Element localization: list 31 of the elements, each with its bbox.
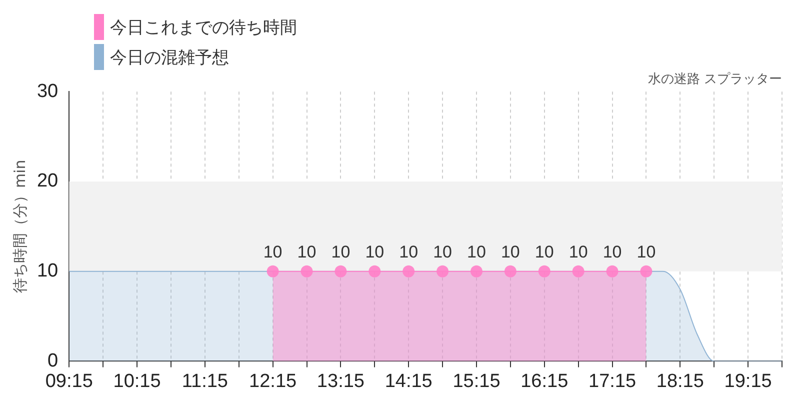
legend-label: 今日の混雑予想 <box>110 46 229 68</box>
data-label: 10 <box>467 242 486 262</box>
data-label: 10 <box>297 242 316 262</box>
x-tick-label: 10:15 <box>113 370 161 392</box>
data-label: 10 <box>399 242 418 262</box>
y-tick-label: 10 <box>36 260 58 282</box>
y-tick-label: 0 <box>48 350 58 372</box>
data-label: 10 <box>331 242 350 262</box>
legend-label: 今日これまでの待ち時間 <box>110 16 297 38</box>
y-tick-label: 30 <box>36 80 58 102</box>
x-tick-label: 13:15 <box>316 370 364 392</box>
x-tick-label: 17:15 <box>588 370 636 392</box>
data-label: 10 <box>568 242 588 262</box>
data-label: 10 <box>433 242 452 262</box>
x-tick-label: 19:15 <box>724 370 772 392</box>
x-tick-label: 15:15 <box>452 370 500 392</box>
data-label: 10 <box>636 242 656 262</box>
data-label: 10 <box>500 242 520 262</box>
x-tick-label: 18:15 <box>656 370 704 392</box>
x-tick-label: 09:15 <box>45 370 93 392</box>
data-label: 10 <box>534 242 554 262</box>
data-label: 10 <box>602 242 622 262</box>
data-label: 10 <box>365 242 384 262</box>
y-tick-label: 20 <box>36 170 58 192</box>
y-axis-title: 待ち時間（分）min <box>10 160 29 294</box>
x-tick-label: 16:15 <box>520 370 568 392</box>
data-label: 10 <box>263 242 282 262</box>
x-tick-label: 11:15 <box>182 370 228 392</box>
x-tick-label: 12:15 <box>249 370 297 392</box>
chart-subtitle: 水の迷路 スプラッター <box>648 72 782 88</box>
x-tick-label: 14:15 <box>384 370 432 392</box>
